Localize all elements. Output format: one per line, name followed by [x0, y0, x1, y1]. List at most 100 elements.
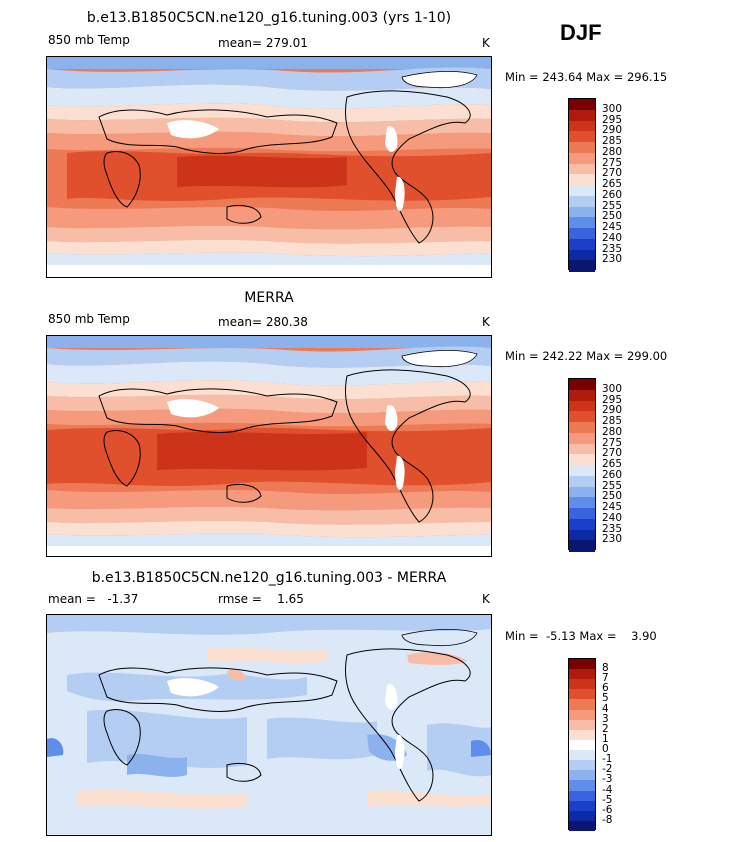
colorbar-swatch	[569, 475, 595, 487]
colorbar-swatch	[569, 518, 595, 530]
colorbar-tick-label: 250	[602, 210, 623, 223]
colorbar-tick-label: 260	[602, 468, 623, 481]
colorbar-swatch	[569, 422, 595, 434]
colorbar-swatch	[569, 195, 595, 207]
colorbar-swatch	[569, 790, 595, 802]
colorbar-tick-label: -3	[602, 773, 613, 786]
colorbar-tick-label: 250	[602, 490, 623, 503]
colorbar-swatch	[569, 659, 595, 670]
colorbar-tick-label: 285	[602, 135, 623, 147]
colorbar-swatch	[569, 411, 595, 423]
colorbar-swatch	[569, 750, 595, 761]
colorbar-swatch	[569, 120, 595, 132]
colorbar-tick-label: 270	[602, 167, 623, 180]
colorbar-swatch	[569, 669, 595, 680]
colorbar-tick-label: 2	[602, 722, 609, 735]
colorbar-swatch	[569, 389, 595, 401]
colorbar-tick-label: 255	[602, 199, 623, 212]
colorbar-tick-label: 240	[602, 511, 623, 524]
colorbar-swatch	[569, 810, 595, 822]
colorbar-swatch	[569, 679, 595, 690]
colorbar-swatch	[569, 739, 595, 751]
panel-2-mean-label: mean= 280.38	[218, 315, 308, 329]
panel-3-field	[47, 615, 491, 835]
colorbar-tick-label: -5	[602, 793, 613, 806]
colorbar-tick-label: 295	[602, 393, 623, 406]
colorbar-tick-label: 230	[602, 533, 623, 546]
panel-2-field	[47, 336, 491, 556]
colorbar-swatch	[569, 400, 595, 412]
colorbar-tick-label: 7	[602, 672, 609, 685]
panel-2-map	[46, 335, 492, 557]
colorbar-tick-label: 3	[602, 712, 609, 725]
colorbar-swatch	[569, 163, 595, 175]
panel-1-map	[46, 56, 492, 278]
panel-3-unit-label: K	[482, 592, 490, 606]
colorbar-tick-label: 265	[602, 178, 623, 190]
colorbar-tick-label: 255	[602, 479, 623, 492]
panel-2-variable-label: 850 mb Temp	[48, 312, 130, 326]
colorbar-swatch	[569, 217, 595, 229]
colorbar-swatch	[569, 729, 595, 741]
season-label: DJF	[560, 20, 602, 45]
panel-1-title: b.e13.B1850C5CN.ne120_g16.tuning.003 (yr…	[86, 10, 452, 26]
colorbar-swatch	[569, 508, 595, 520]
colorbar-tick-label: 290	[602, 404, 623, 417]
colorbar-tick-label: 1	[602, 732, 609, 745]
panel-2-minmax: Min = 242.22 Max = 299.00	[505, 349, 668, 363]
colorbar-swatch	[569, 820, 595, 832]
colorbar-tick-label: 300	[602, 382, 623, 395]
colorbar-tick-label: 6	[602, 682, 609, 695]
colorbar-tick-label: -4	[602, 783, 613, 796]
colorbar-tick-label: -1	[602, 753, 613, 766]
colorbar-tick-label: 260	[602, 188, 623, 201]
colorbar-swatch	[569, 497, 595, 509]
colorbar-swatch	[569, 379, 595, 391]
colorbar-swatch	[569, 689, 595, 700]
colorbar-tick-label: 245	[602, 501, 623, 513]
panel-2-unit-label: K	[482, 315, 490, 329]
colorbar-swatch	[569, 465, 595, 477]
colorbar-swatch	[569, 228, 595, 240]
colorbar-tick-label: 0	[602, 743, 609, 756]
colorbar-swatch	[569, 699, 595, 711]
colorbar-tick-label: 230	[602, 253, 623, 266]
colorbar-swatch	[569, 486, 595, 498]
colorbar-tick-label: 280	[602, 425, 623, 438]
colorbar-tick-label: 245	[602, 221, 623, 233]
colorbar-swatch	[569, 454, 595, 466]
panel-1-unit-label: K	[482, 36, 490, 50]
colorbar-tick-label: 270	[602, 447, 623, 460]
colorbar-tick-label: 240	[602, 231, 623, 244]
panel-1-field	[47, 57, 491, 277]
colorbar-swatch	[569, 719, 595, 731]
colorbar-tick-label: 290	[602, 124, 623, 137]
colorbar-swatch	[569, 432, 595, 444]
colorbar-swatch	[569, 770, 595, 781]
colorbar-tick-label: -6	[602, 803, 613, 816]
colorbar-swatch	[569, 709, 595, 721]
colorbar-swatch	[569, 260, 595, 272]
panel-3-minmax: Min = -5.13 Max = 3.90	[505, 629, 657, 643]
panel-1-variable-label: 850 mb Temp	[48, 33, 130, 47]
colorbar-swatch	[569, 131, 595, 143]
colorbar-tick-label: 5	[602, 692, 609, 705]
colorbar-swatch	[569, 238, 595, 250]
panel-3-colorbar	[568, 658, 596, 832]
colorbar-tick-label: 265	[602, 458, 623, 470]
panel-1-mean-label: mean= 279.01	[218, 36, 308, 50]
colorbar-swatch	[569, 443, 595, 455]
colorbar-swatch	[569, 529, 595, 541]
colorbar-swatch	[569, 174, 595, 186]
panel-3-mean-label: mean = -1.37	[48, 592, 139, 606]
colorbar-tick-label: 300	[602, 102, 623, 115]
panel-1-colorbar	[568, 98, 596, 272]
colorbar-tick-label: 275	[602, 156, 623, 169]
colorbar-swatch	[569, 800, 595, 812]
colorbar-swatch	[569, 99, 595, 111]
colorbar-tick-label: 235	[602, 242, 623, 255]
colorbar-tick-label: 280	[602, 145, 623, 158]
panel-2-title: MERRA	[244, 290, 294, 306]
colorbar-swatch	[569, 206, 595, 218]
colorbar-tick-label: 295	[602, 113, 623, 126]
